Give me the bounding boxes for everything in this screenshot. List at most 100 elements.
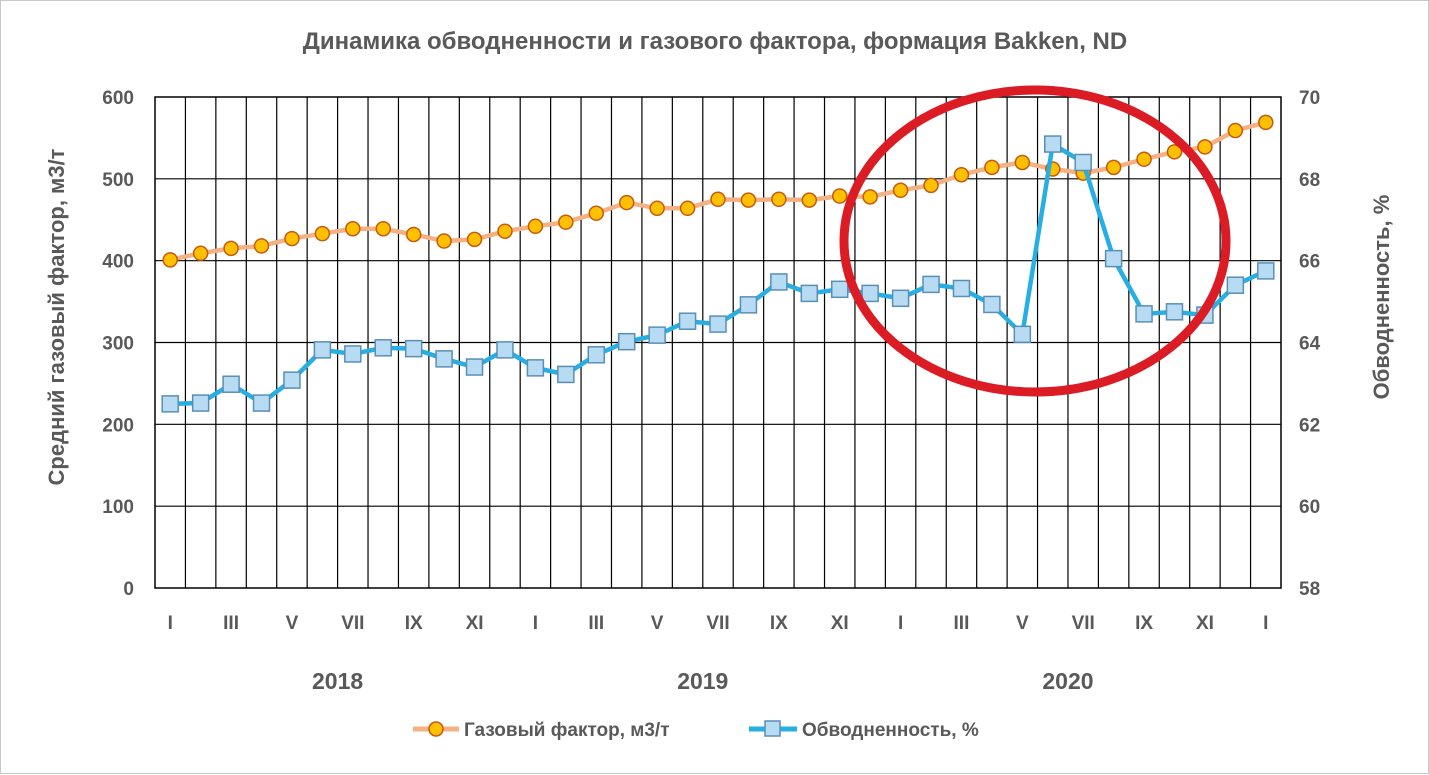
water-cut-point (222, 375, 240, 393)
water-cut-point (1257, 262, 1275, 280)
water-cut-point (1226, 276, 1245, 294)
x-tick-label: V (286, 613, 299, 634)
gas-factor-point (801, 192, 818, 208)
right-tick-label: 62 (1299, 415, 1320, 436)
water-cut-point (557, 365, 575, 384)
gas-factor-point (1105, 159, 1122, 176)
gas-factor-point (679, 200, 696, 217)
x-tick-label: I (168, 613, 173, 634)
gas-factor-point (192, 245, 209, 262)
series-water-cut (161, 135, 1275, 413)
gas-factor-point (375, 221, 391, 237)
gas-factor-point (1136, 151, 1152, 167)
gas-factor-point (892, 182, 909, 199)
gas-factor-point (466, 231, 483, 248)
year-label: 2020 (1042, 668, 1093, 694)
gas-factor-point (588, 205, 605, 221)
legend-water-label: Обводненность, % (802, 720, 979, 741)
water-cut-point (404, 339, 423, 358)
gas-factor-point (831, 188, 848, 204)
gas-factor-point (345, 221, 361, 237)
water-cut-point (678, 312, 697, 330)
water-cut-point (983, 295, 1001, 314)
water-cut-point (770, 273, 788, 291)
left-tick-label: 400 (102, 252, 134, 273)
right-tick-label: 66 (1299, 252, 1320, 273)
water-cut-point (1104, 249, 1123, 268)
gas-factor-point (1258, 114, 1274, 131)
legend-item-water: Обводненность, % (749, 720, 979, 741)
legend-gas-marker (428, 721, 444, 737)
gas-factor-point (649, 200, 665, 217)
water-cut-point (861, 284, 879, 303)
gas-factor-point (923, 177, 939, 194)
x-tick-label: V (651, 613, 664, 634)
x-tick-label: III (954, 613, 970, 634)
x-tick-label: IX (1135, 613, 1153, 634)
chart-title: Динамика обводненности и газового фактор… (303, 28, 1127, 55)
x-tick-label: XI (831, 613, 849, 634)
legend-water-marker (764, 720, 781, 737)
gas-factor-point (618, 194, 635, 211)
left-axis-ticks: 0 100 200 300 400 500 600 (102, 88, 134, 600)
x-tick-label: VII (1072, 613, 1095, 634)
year-label: 2018 (312, 668, 363, 694)
gas-factor-point (953, 166, 970, 183)
water-cut-point (344, 345, 362, 363)
legend: Газовый фактор, м3/т Обводненность, % (413, 720, 979, 741)
year-label: 2019 (677, 668, 728, 694)
x-tick-label: XI (466, 613, 484, 634)
gas-factor-point (1197, 139, 1213, 155)
highlight-ellipse (839, 85, 1231, 397)
gas-factor-point (740, 192, 757, 208)
water-cut-point (709, 315, 727, 333)
x-tick-label: III (223, 613, 239, 634)
water-cut-point (800, 284, 819, 303)
x-axis-ticks: I III V VII IX XI I III V VII IX XI I III V VII IX XI I (168, 613, 1269, 634)
x-tick-label: I (1263, 613, 1268, 634)
water-cut-point (830, 280, 849, 299)
gas-factor-point (162, 252, 178, 268)
water-cut-point (465, 358, 484, 376)
water-cut-point (374, 339, 392, 357)
gas-factor-point (984, 159, 1000, 176)
left-tick-label: 500 (102, 170, 134, 191)
water-cut-point (161, 395, 179, 413)
water-cut-point (435, 350, 453, 368)
water-cut-point (1044, 135, 1062, 153)
water-cut-point (496, 341, 514, 359)
right-axis-title: Обводненность, % (1369, 195, 1394, 400)
gas-factor-point (314, 225, 331, 242)
right-tick-label: 58 (1299, 579, 1320, 600)
x-tick-label: I (898, 613, 903, 634)
left-tick-label: 100 (102, 497, 134, 518)
x-tick-label: IX (770, 613, 788, 634)
gas-factor-point (710, 191, 726, 208)
gas-factor-point (862, 189, 878, 205)
year-labels: 2018 2019 2020 (312, 668, 1094, 694)
right-tick-label: 70 (1299, 88, 1320, 109)
water-cut-point (1074, 153, 1092, 172)
left-tick-label: 600 (102, 88, 134, 109)
water-cut-point (1135, 305, 1153, 323)
water-cut-point (313, 341, 332, 359)
gas-factor-point (436, 233, 452, 249)
water-cut-point (526, 359, 545, 377)
left-tick-label: 300 (102, 334, 134, 355)
x-tick-label: III (588, 613, 604, 634)
gas-factor-point (1227, 122, 1244, 139)
gas-factor-point (771, 191, 787, 208)
left-tick-label: 0 (123, 579, 134, 600)
x-tick-label: I (533, 613, 538, 634)
x-tick-label: V (1016, 613, 1029, 634)
water-cut-point (587, 346, 606, 364)
water-cut-point (952, 279, 971, 298)
plot-grid (154, 96, 1282, 589)
water-cut-point (283, 371, 301, 389)
gas-factor-point (253, 238, 270, 254)
gas-factor-point (558, 214, 574, 230)
gas-factor-point (1166, 144, 1183, 160)
left-tick-label: 200 (102, 415, 134, 436)
left-axis-title: Средний газовый фактор, м3/т (44, 148, 69, 485)
x-tick-label: IX (405, 613, 423, 634)
